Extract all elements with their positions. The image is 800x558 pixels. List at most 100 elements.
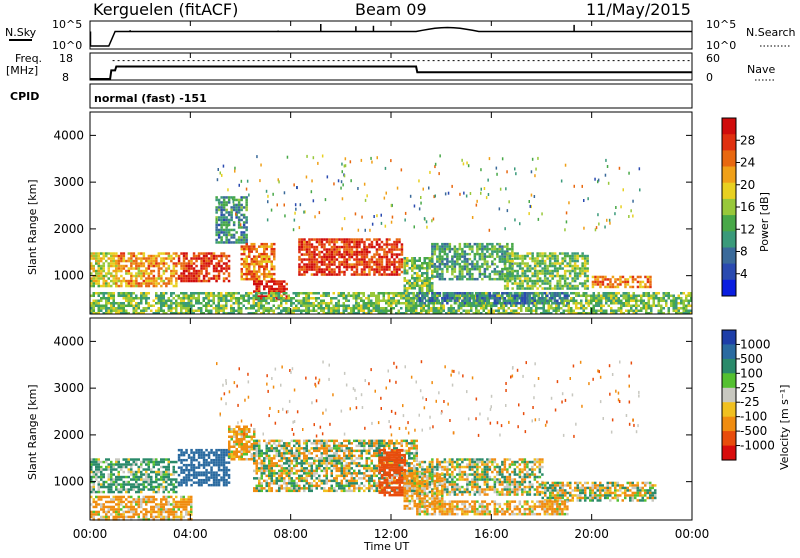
power-cell — [248, 194, 250, 197]
velocity-cell — [223, 464, 226, 467]
nsearch-tick-low: 10^0 — [706, 39, 736, 52]
power-cell — [318, 302, 321, 305]
power-cell — [193, 280, 196, 283]
power-cell — [115, 265, 118, 268]
power-cell — [376, 261, 379, 264]
power-cell — [130, 300, 133, 303]
power-cell — [103, 267, 106, 270]
power-cell — [273, 310, 276, 313]
power-cell — [318, 268, 321, 271]
power-cell — [350, 307, 353, 310]
power-cell — [355, 300, 358, 303]
velocity-cell — [95, 461, 98, 464]
power-cell — [378, 302, 381, 305]
power-cell — [358, 310, 361, 313]
power-cell — [476, 245, 479, 248]
power-cell — [426, 262, 429, 265]
power-cell — [614, 286, 617, 289]
power-cell — [421, 297, 424, 300]
power-cell — [405, 300, 408, 303]
power-cell — [429, 267, 432, 270]
velocity-cell — [173, 461, 176, 464]
power-cell — [195, 292, 198, 295]
power-cell — [469, 258, 472, 261]
power-cell — [220, 257, 223, 260]
velocity-cell — [158, 471, 161, 474]
power-cell — [256, 285, 259, 288]
power-cell — [554, 285, 557, 288]
power-cell — [613, 292, 616, 295]
power-cell — [368, 261, 371, 264]
power-cell — [173, 307, 176, 310]
power-cell — [431, 270, 434, 273]
power-cell — [220, 305, 223, 308]
power-cell — [637, 276, 640, 279]
power-cell — [481, 250, 484, 253]
power-cell — [639, 286, 642, 289]
velocity-cell — [150, 483, 153, 486]
power-cell — [571, 277, 574, 280]
power-cell — [178, 302, 181, 305]
power-cell — [454, 300, 457, 303]
velocity-cell — [98, 486, 101, 489]
power-cell — [138, 265, 141, 268]
velocity-cell — [193, 459, 196, 462]
power-cell — [123, 257, 126, 260]
power-cell — [173, 272, 176, 275]
power-cell — [439, 278, 442, 281]
power-cell — [574, 272, 577, 275]
power-cell — [345, 157, 347, 160]
power-cell — [165, 300, 168, 303]
power-cell — [208, 295, 211, 298]
power-cell — [298, 263, 301, 266]
power-cell — [246, 245, 249, 248]
power-cell — [333, 268, 336, 271]
power-cell — [431, 243, 434, 246]
power-cell — [378, 246, 381, 249]
power-cell — [378, 273, 381, 276]
velocity-cell — [175, 461, 178, 464]
power-cell — [625, 295, 628, 298]
cpid-text: normal (fast) -151 — [94, 92, 207, 105]
power-cell — [648, 300, 651, 303]
power-cell — [120, 305, 123, 308]
power-cell — [376, 253, 379, 256]
power-cell — [498, 295, 501, 298]
power-cell — [363, 248, 366, 251]
power-cell — [635, 297, 638, 300]
power-cell — [153, 305, 156, 308]
power-cell — [253, 273, 256, 276]
power-cell — [238, 300, 241, 303]
power-cell — [148, 305, 151, 308]
power-cell — [133, 280, 136, 283]
power-cell — [213, 255, 216, 257]
power-cell — [431, 295, 434, 298]
power-cell — [283, 310, 286, 313]
power-cell — [103, 285, 106, 288]
power-cell — [308, 261, 311, 264]
power-cell — [311, 253, 314, 256]
power-cell — [175, 265, 178, 268]
power-cell — [263, 253, 266, 256]
power-cell — [213, 292, 216, 295]
power-cell — [373, 295, 376, 298]
power-cell — [295, 307, 298, 310]
power-cell — [108, 310, 111, 313]
power-cell — [215, 231, 218, 234]
power-cell — [246, 248, 249, 251]
power-cell — [494, 258, 497, 261]
power-cell — [314, 215, 316, 218]
power-cell — [366, 238, 369, 241]
power-cell — [213, 252, 216, 255]
power-cell — [100, 307, 103, 310]
nsearch-label: N.Search — [746, 26, 796, 39]
velocity-cell — [160, 461, 163, 464]
power-cell — [225, 257, 228, 260]
power-cell — [220, 241, 223, 244]
power-cell — [461, 278, 464, 281]
power-cell — [431, 290, 434, 293]
power-cell — [494, 250, 497, 253]
power-cell — [549, 272, 552, 275]
power-cell — [643, 300, 646, 303]
power-cell — [605, 302, 608, 305]
